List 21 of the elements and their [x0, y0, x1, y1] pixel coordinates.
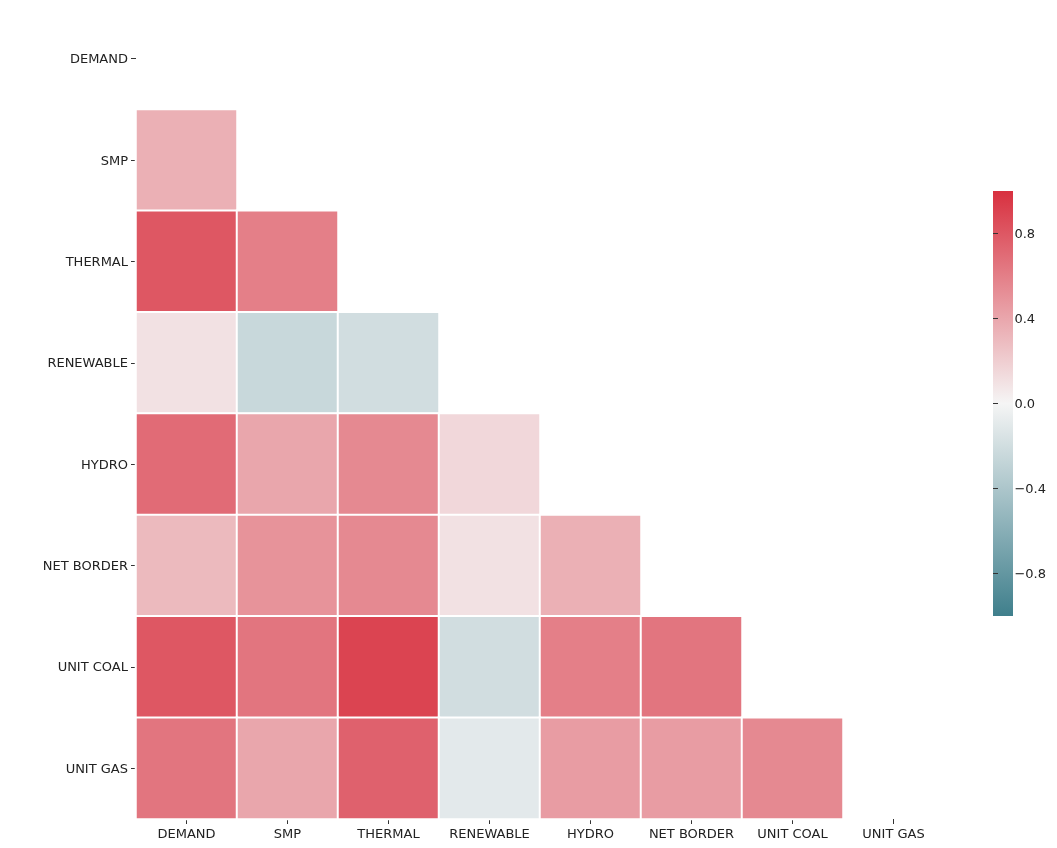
- color-bar-label: 0.0: [1014, 396, 1036, 411]
- y-tick-label: RENEWABLE: [47, 355, 128, 371]
- x-tick-label: THERMAL: [356, 826, 421, 841]
- color-bar-label: −0.4: [1014, 481, 1047, 496]
- x-tick-label: DEMAND: [157, 826, 216, 841]
- x-tick-label: RENEWABLE: [449, 826, 530, 841]
- x-tick-label: HYDRO: [567, 826, 614, 841]
- y-tick-label: THERMAL: [64, 253, 129, 269]
- y-tick-label: HYDRO: [81, 456, 128, 472]
- x-tick-label: UNIT GAS: [862, 826, 925, 841]
- y-tick-label: SMP: [100, 152, 129, 168]
- y-tick-label: UNIT GAS: [65, 760, 128, 776]
- x-tick-label: NET BORDER: [648, 826, 735, 841]
- y-tick-label: NET BORDER: [42, 558, 128, 574]
- color-bar-label: −0.8: [1014, 566, 1047, 581]
- x-tick-label: SMP: [273, 826, 302, 841]
- color-bar-label: 0.4: [1014, 311, 1036, 326]
- x-tick-label: UNIT COAL: [757, 826, 829, 841]
- y-tick-label: UNIT COAL: [57, 659, 129, 675]
- y-tick-label: DEMAND: [69, 51, 128, 67]
- color-bar-label: 0.8: [1014, 226, 1036, 241]
